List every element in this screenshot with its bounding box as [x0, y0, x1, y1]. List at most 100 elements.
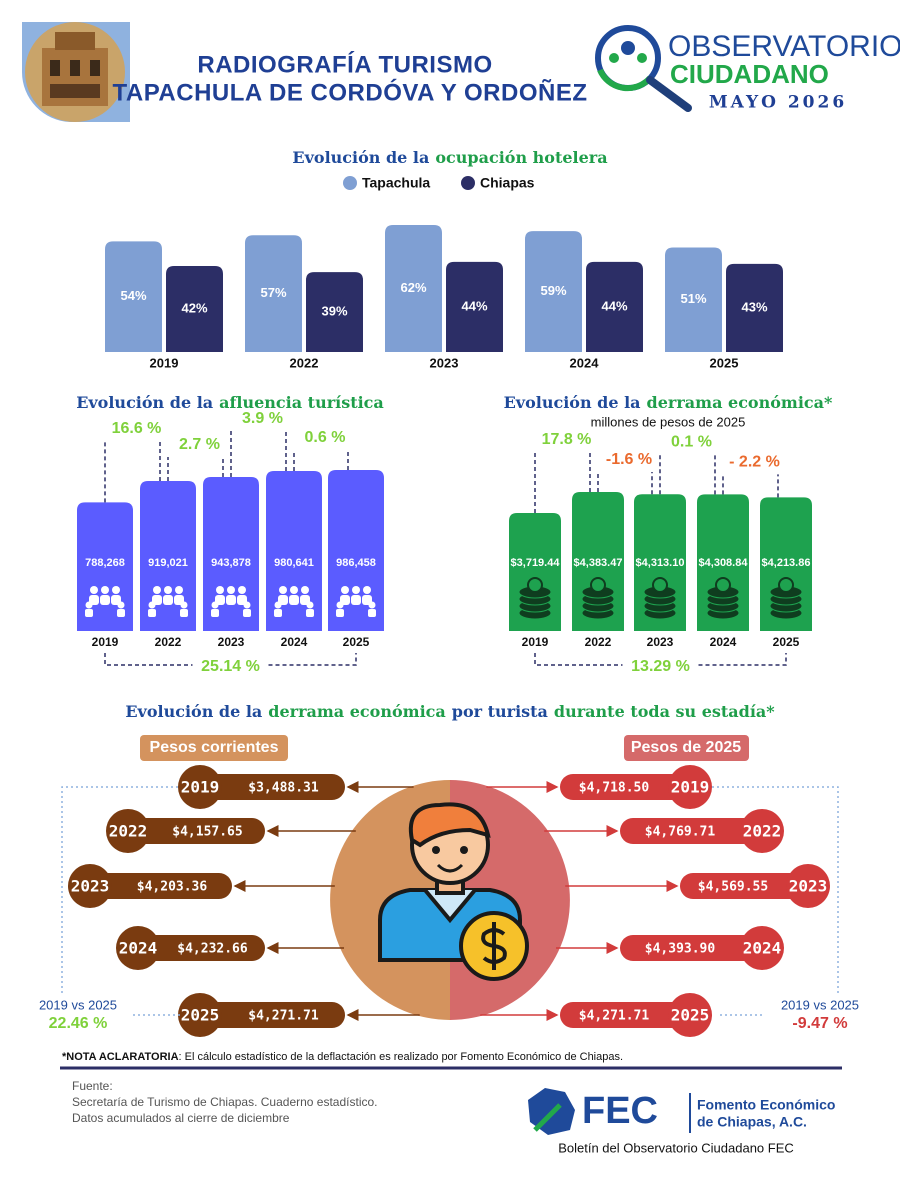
value-label: 57%: [260, 285, 286, 300]
value-label: $4,271.71: [248, 1009, 319, 1024]
value-pill: [198, 774, 345, 800]
people-icon: [274, 586, 314, 617]
note-text: : El cálculo estadístico de la deflactac…: [179, 1051, 624, 1063]
fec-name: Fomento Económico: [697, 1097, 835, 1113]
fec-short: FEC: [582, 1090, 658, 1132]
x-tick-label: 2022: [155, 635, 182, 649]
people-icon: [211, 586, 251, 617]
note-label: *NOTA ACLARATORIA: [62, 1051, 179, 1063]
photo-window: [50, 60, 60, 76]
value-pill: [126, 818, 265, 844]
logo-handle: [646, 76, 692, 112]
year-badge: [106, 809, 150, 853]
icon-head: [301, 586, 309, 594]
growth-annotation: 0.6 %: [305, 429, 346, 446]
icon-body: [148, 609, 156, 617]
year-badge: [740, 809, 784, 853]
note: *NOTA ACLARATORIA: El cálculo estadístic…: [62, 1051, 623, 1063]
title-part: derrama económica*: [647, 393, 833, 412]
comparison-bracket: [61, 786, 180, 1016]
title-part: Evolución de la: [504, 393, 641, 412]
icon-head: [238, 586, 246, 594]
icon-body: [351, 595, 361, 605]
photo-window: [70, 60, 80, 76]
coin-top: [778, 577, 794, 593]
x-tick-label: 2022: [290, 355, 319, 370]
icon-head: [363, 586, 371, 594]
section-title: Evolución de la derrama económica*: [504, 393, 833, 412]
coin-top: [652, 577, 668, 593]
comparison-label: 2019 vs 2025: [39, 997, 117, 1012]
coin-top: [715, 577, 731, 593]
logo-top: OBSERVATORIO: [668, 30, 900, 63]
icon-body: [243, 609, 251, 617]
growth-annotation: 3.9 %: [242, 410, 283, 427]
value-label: $3,488.31: [248, 781, 319, 796]
value-label: $4,383.47: [574, 557, 623, 569]
value-label: $4,718.50: [579, 781, 650, 796]
icon-body: [174, 595, 184, 605]
value-label: 62%: [400, 280, 426, 295]
chart-subtitle: millones de pesos de 2025: [591, 414, 746, 429]
icon-head: [85, 601, 93, 609]
value-label: $4,271.71: [579, 1009, 650, 1024]
icon-head: [290, 586, 298, 594]
bar: [665, 247, 722, 352]
label-backdrop: [765, 996, 875, 1034]
icon-body: [336, 609, 344, 617]
icon-body: [278, 595, 288, 605]
fec-name: de Chiapas, A.C.: [697, 1114, 807, 1130]
person-eye: [432, 846, 440, 854]
photo-window: [90, 60, 100, 76]
bar: [328, 470, 384, 631]
coin-icon: [769, 577, 803, 620]
logo-person: [637, 53, 647, 63]
year-label: 2019: [181, 778, 220, 797]
icon-head: [164, 586, 172, 594]
year-label: 2019: [671, 778, 710, 797]
bar: [726, 263, 783, 352]
value-pill: [136, 935, 265, 961]
value-label: 44%: [461, 298, 487, 313]
coin-icon: [581, 577, 615, 620]
value-label: $4,157.65: [172, 825, 242, 840]
icon-body: [237, 595, 247, 605]
people-icon: [148, 586, 188, 617]
value-label: 986,458: [336, 557, 376, 569]
bar: [446, 261, 503, 352]
bar: [166, 265, 223, 352]
year-badge: [178, 993, 222, 1037]
icon-body: [306, 609, 314, 617]
header-title: RADIOGRAFÍA TURISMO: [197, 50, 492, 78]
value-label: $4,313.10: [636, 557, 685, 569]
value-label: 39%: [321, 303, 347, 318]
value-pill: [198, 1002, 345, 1028]
comparison-bracket: [712, 786, 839, 1016]
icon-head: [227, 586, 235, 594]
icon-head: [90, 586, 98, 594]
icon-head: [306, 601, 314, 609]
coin-icon: [643, 577, 677, 620]
header-pill: [140, 735, 288, 761]
header-photo: [21, 22, 130, 122]
icon-head: [175, 586, 183, 594]
header-pill: [624, 735, 749, 761]
value-label: 919,021: [148, 557, 188, 569]
bulletin: Boletín del Observatorio Ciudadano FEC: [558, 1140, 794, 1155]
icon-head: [180, 601, 188, 609]
value-label: $4,569.55: [698, 880, 768, 895]
center-illustration: [330, 780, 570, 1020]
icon-body: [152, 595, 162, 605]
photo-base: [50, 84, 100, 98]
year-badge: [668, 993, 712, 1037]
bar: [586, 261, 643, 352]
bar: [105, 241, 162, 352]
icon-head: [112, 586, 120, 594]
title-part: Evolución de la: [125, 702, 262, 721]
x-tick-label: 2025: [773, 635, 800, 649]
icon-body: [89, 595, 99, 605]
icon-body: [300, 595, 310, 605]
growth-annotation: -1.6 %: [606, 451, 652, 468]
value-label: 44%: [601, 298, 627, 313]
x-tick-label: 2019: [522, 635, 549, 649]
